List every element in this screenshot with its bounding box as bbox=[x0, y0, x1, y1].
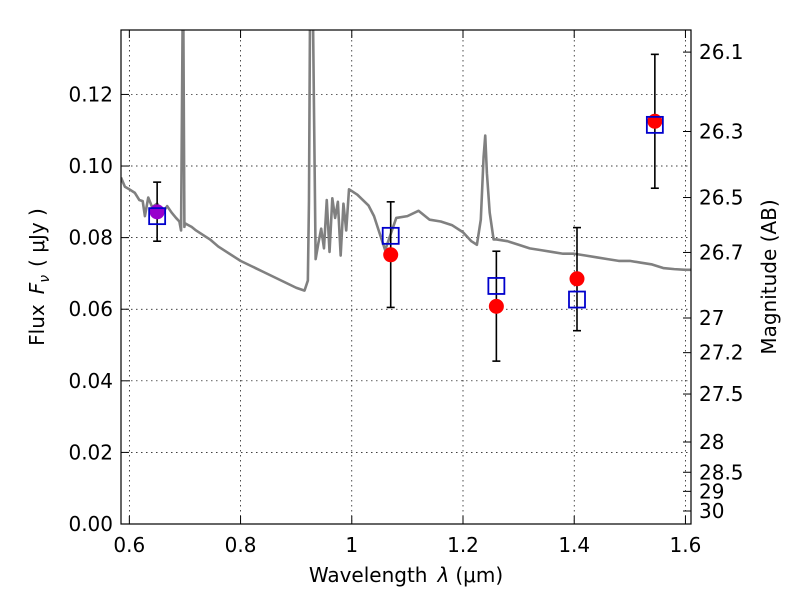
y2-axis-title: Magnitude (AB) bbox=[757, 199, 781, 354]
x-tick-label: 0.6 bbox=[113, 533, 145, 557]
y-axis-title: Flux Fν ( μJy ) bbox=[25, 208, 53, 346]
y2-tick-label: 27.2 bbox=[699, 341, 744, 365]
observed-point bbox=[488, 298, 504, 314]
grid-layer bbox=[121, 30, 691, 525]
y-axis-symbol: F bbox=[25, 282, 49, 294]
y-tick-label: 0.02 bbox=[68, 440, 113, 464]
observed-point bbox=[149, 204, 165, 220]
y2-tick-label: 28.5 bbox=[699, 460, 744, 484]
y2-tick-label: 26.5 bbox=[699, 186, 744, 210]
y2-tick-label: 27.5 bbox=[699, 382, 744, 406]
y2-tick-label: 28 bbox=[699, 430, 724, 454]
model-point bbox=[381, 226, 400, 245]
x-tick-label: 0.8 bbox=[225, 533, 257, 557]
y2-tick-label: 26.1 bbox=[699, 40, 744, 64]
observed-point bbox=[383, 247, 399, 263]
plot-layer bbox=[121, 30, 691, 292]
model-point bbox=[568, 290, 586, 309]
y-tick-label: 0.12 bbox=[68, 82, 113, 106]
y2-tick-label: 30 bbox=[699, 499, 724, 523]
model-point bbox=[645, 115, 664, 134]
y-axis-subscript: ν bbox=[37, 275, 53, 283]
y2-tick-label: 29 bbox=[699, 479, 724, 503]
x-tick-label: 1.2 bbox=[447, 533, 479, 557]
y-tick-label: 0.08 bbox=[68, 226, 113, 250]
y2-tick-label: 27 bbox=[699, 306, 724, 330]
model-point bbox=[148, 207, 167, 226]
y-axis-label: Flux bbox=[25, 304, 49, 346]
y-tick-label: 0.06 bbox=[68, 297, 113, 321]
y-tick-label: 0.10 bbox=[68, 154, 113, 178]
y2-tick-label: 26.3 bbox=[699, 119, 744, 143]
y2-tick-label: 26.7 bbox=[699, 240, 744, 264]
model-point bbox=[487, 277, 506, 295]
x-axis-unit: (μm) bbox=[455, 563, 503, 587]
observed-point bbox=[569, 271, 585, 287]
tick-layer: 0.6 0.8 1 1.2 1.4 1.6 0.00 0.02 0.04 0.06 0.08 0.10… bbox=[68, 30, 744, 557]
marker-layer bbox=[148, 53, 664, 362]
plot-frame bbox=[120, 29, 692, 525]
x-tick-label: 1.4 bbox=[558, 533, 590, 557]
x-axis-symbol: λ bbox=[437, 563, 450, 587]
x-axis-label: Wavelength bbox=[309, 563, 428, 587]
y-axis-unit: ( μJy ) bbox=[25, 208, 49, 267]
x-axis-title: Wavelength λ (μm) bbox=[309, 563, 503, 587]
y-tick-label: 0.04 bbox=[68, 369, 113, 393]
spectrum-line bbox=[121, 30, 691, 292]
x-tick-label: 1 bbox=[345, 533, 358, 557]
x-tick-label: 1.6 bbox=[670, 533, 702, 557]
y-tick-label: 0.00 bbox=[68, 512, 113, 536]
